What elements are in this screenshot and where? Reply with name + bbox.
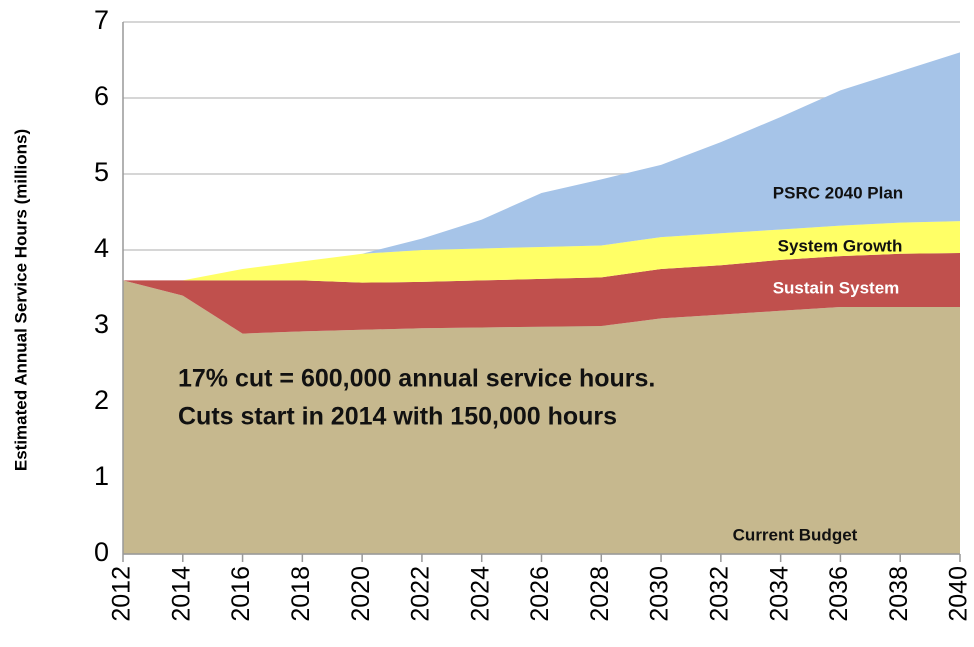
area [123, 280, 960, 554]
x-tick-label: 2014 [167, 566, 195, 622]
y-tick-label: 3 [94, 309, 109, 339]
x-tick-label: 2038 [885, 566, 913, 622]
annotation: 17% cut = 600,000 annual service hours. [178, 365, 655, 393]
y-tick-label: 6 [94, 81, 109, 111]
x-tick-label: 2032 [705, 566, 733, 622]
y-tick-label: 2 [94, 385, 109, 415]
y-tick-label: 5 [94, 157, 109, 187]
x-tick-label: 2026 [526, 566, 554, 622]
y-tick-label: 0 [94, 537, 109, 567]
series-label: Current Budget [733, 525, 858, 544]
x-tick-label: 2036 [825, 566, 853, 622]
x-tick-label: 2020 [347, 566, 375, 622]
x-tick-label: 2012 [108, 566, 136, 622]
series-label: PSRC 2040 Plan [773, 183, 903, 202]
area [123, 52, 960, 281]
y-axis-label: Estimated Annual Service Hours (millions… [11, 129, 30, 471]
x-tick-label: 2024 [466, 566, 494, 622]
y-tick-label: 4 [94, 233, 109, 263]
x-tick-label: 2030 [646, 566, 674, 622]
x-tick-label: 2034 [765, 566, 793, 622]
y-tick-label: 1 [94, 461, 109, 491]
area [123, 253, 960, 334]
x-tick-label: 2028 [586, 566, 614, 622]
x-tick-label: 2016 [227, 566, 255, 622]
area [123, 221, 960, 283]
y-tick-label: 7 [94, 5, 109, 35]
x-tick-label: 2040 [945, 566, 973, 622]
x-tick-label: 2018 [287, 566, 315, 622]
annotation: Cuts start in 2014 with 150,000 hours [178, 403, 617, 431]
x-tick-label: 2022 [407, 566, 435, 622]
series-label: Sustain System [773, 278, 900, 297]
series-label: System Growth [778, 236, 903, 255]
